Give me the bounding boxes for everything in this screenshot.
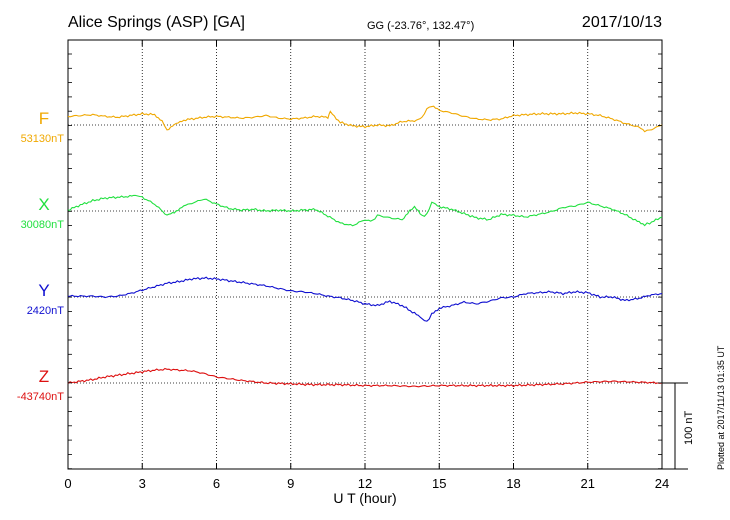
series-line-x (67, 194, 663, 227)
baseline-label-z: -43740nT (17, 391, 64, 403)
baseline-label-x: 30080nT (21, 219, 65, 231)
data-series (67, 105, 663, 388)
series-line-f (67, 105, 663, 133)
station-title: Alice Springs (ASP) [GA] (68, 14, 245, 31)
series-line-z (67, 367, 663, 388)
x-tick-label: 3 (139, 476, 146, 491)
x-axis-ticks: 0 3 6 9 12 15 18 21 24 (64, 40, 669, 491)
plot-date: 2017/10/13 (582, 14, 662, 31)
scale-bar: 100 nT (662, 382, 695, 470)
scale-bar-label: 100 nT (683, 410, 695, 445)
component-name-y: Y (38, 281, 49, 300)
x-tick-label: 0 (64, 476, 71, 491)
x-tick-label: 9 (287, 476, 294, 491)
baseline-label-y: 2420nT (27, 305, 65, 317)
station-coords: GG (-23.76°, 132.47°) (367, 20, 474, 32)
x-tick-label: 21 (581, 476, 595, 491)
x-tick-label: 18 (506, 476, 520, 491)
component-name-f: F (39, 109, 49, 128)
x-tick-label: 15 (432, 476, 446, 491)
baseline-label-f: 53130nT (21, 133, 65, 145)
plot-frame (67, 39, 663, 470)
component-labels: F 53130nT X 30080nT Y 2420nT Z -43740nT (17, 109, 64, 403)
x-axis-title: U T (hour) (333, 490, 396, 506)
grid-lines (141, 40, 589, 469)
x-tick-label: 24 (655, 476, 669, 491)
component-name-z: Z (39, 367, 49, 386)
component-name-x: X (38, 195, 49, 214)
x-tick-label: 12 (358, 476, 372, 491)
plotted-note: Plotted at 2017/11/13 01:35 UT (716, 345, 726, 470)
x-tick-label: 6 (213, 476, 220, 491)
baselines (68, 124, 662, 384)
series-line-y (68, 276, 663, 322)
